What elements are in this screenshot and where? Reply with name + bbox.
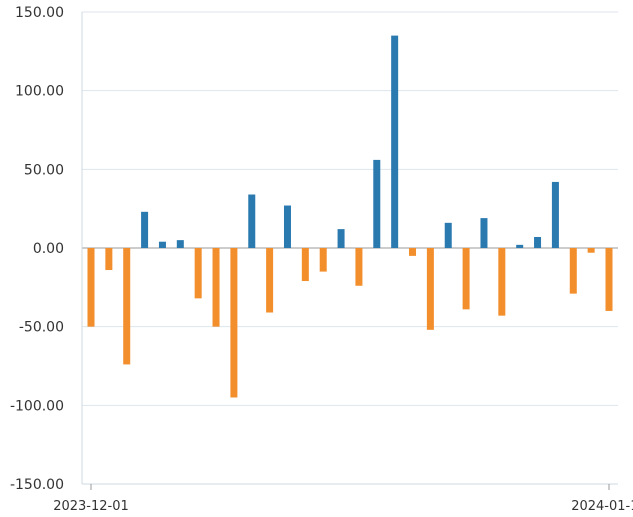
bar	[480, 218, 488, 248]
bar	[391, 35, 399, 248]
bars	[87, 35, 613, 398]
bar	[516, 244, 524, 248]
x-tick-label: 2023-12-01	[53, 499, 129, 514]
bar	[587, 248, 595, 253]
bar	[498, 248, 506, 316]
bar	[283, 205, 291, 248]
bar	[105, 248, 113, 271]
bar	[87, 248, 95, 327]
bar	[230, 248, 238, 398]
x-tick-label: 2024-01-16	[571, 499, 633, 514]
bar	[605, 248, 613, 311]
bar	[569, 248, 577, 294]
bar	[373, 159, 381, 248]
bar	[355, 248, 363, 286]
bar	[248, 194, 256, 248]
bar	[426, 248, 434, 330]
bar	[301, 248, 309, 282]
bar	[194, 248, 202, 299]
bar	[319, 248, 327, 272]
bar	[551, 181, 559, 248]
y-tick-label: -100.00	[10, 398, 64, 414]
y-tick-label: -50.00	[19, 320, 64, 336]
y-tick-label: -150.00	[10, 477, 64, 493]
bar	[266, 248, 274, 313]
bar	[141, 211, 149, 248]
bar	[212, 248, 220, 327]
y-tick-label: 0.00	[33, 241, 64, 257]
bar	[176, 240, 184, 248]
y-tick-label: 150.00	[15, 5, 64, 21]
bar	[444, 222, 452, 248]
x-axis-ticks: 2023-12-01 2024-01-16	[53, 484, 633, 514]
y-axis-ticks: 150.00 100.00 50.00 0.00 -50.00 -100.00 -150.0…	[10, 5, 64, 493]
y-tick-label: 100.00	[15, 84, 64, 100]
bar	[123, 248, 131, 365]
y-tick-label: 50.00	[24, 162, 64, 178]
bar	[409, 248, 417, 256]
bar	[462, 248, 470, 310]
bar	[337, 229, 345, 248]
bar	[534, 236, 542, 248]
bar	[158, 241, 166, 248]
